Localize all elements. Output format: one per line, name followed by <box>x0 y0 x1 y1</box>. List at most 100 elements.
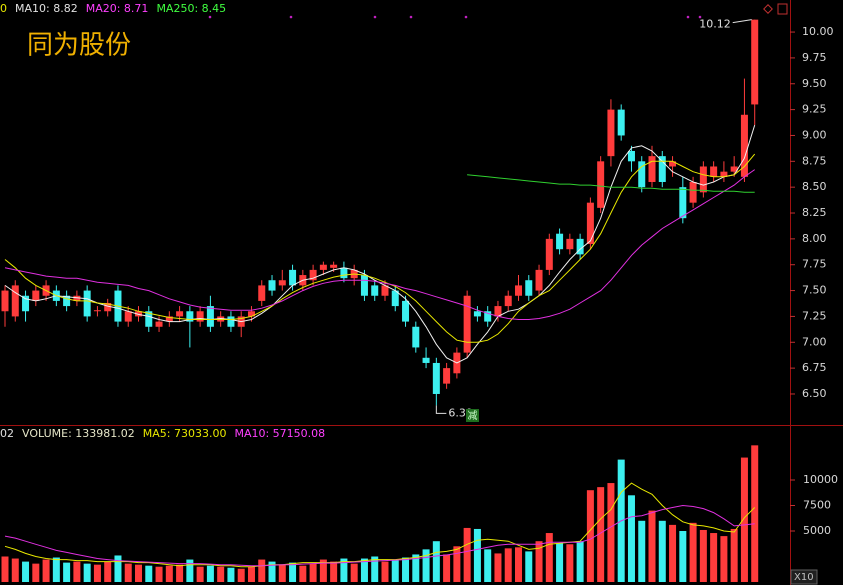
volume-bar <box>597 487 605 582</box>
candle-body <box>1 290 9 312</box>
volume-bar <box>258 559 266 582</box>
candle-body <box>535 269 543 291</box>
candle-body <box>617 109 625 136</box>
candle-body <box>330 264 338 268</box>
volume-bar <box>176 564 184 582</box>
volume-bar <box>669 524 677 582</box>
volume-bar <box>206 565 214 582</box>
event-dot <box>464 15 468 19</box>
icon-square[interactable] <box>777 3 788 15</box>
volume-bar <box>525 551 533 582</box>
scale-box <box>790 569 818 585</box>
max-arrow <box>732 19 752 24</box>
candle-body <box>658 156 666 182</box>
volume-bar <box>689 522 697 582</box>
candle-body <box>740 114 748 177</box>
volume-bar <box>627 495 635 582</box>
candle-body <box>247 311 255 317</box>
volume-bar <box>515 547 522 582</box>
candle-body <box>576 238 584 255</box>
volume-bar <box>576 541 584 582</box>
max-label: 10.12 <box>699 18 731 31</box>
legend-entry: VOLUME: 133981.02 <box>22 427 135 440</box>
volume-bar <box>196 566 204 582</box>
volume-bar <box>504 548 512 582</box>
volume-bar <box>268 561 276 582</box>
candle-body <box>309 269 317 281</box>
volume-bar <box>566 544 574 582</box>
candle-body <box>412 326 420 348</box>
candle-body <box>196 311 204 322</box>
candle-body <box>679 187 687 219</box>
candle-body <box>391 290 399 307</box>
candle-body <box>607 109 615 157</box>
volume-bar <box>699 529 707 582</box>
volume-bar <box>299 565 307 582</box>
legend-entry: 02 <box>0 427 14 440</box>
y-tick-label: 9.00 <box>802 128 827 141</box>
candle-body <box>258 285 266 301</box>
volume-bar <box>289 562 297 582</box>
event-dot <box>373 15 377 19</box>
volume-ma-line <box>4 482 756 568</box>
event-dot <box>698 15 702 19</box>
candle-body <box>73 295 81 301</box>
candle-body <box>699 166 707 193</box>
volume-bar <box>463 527 471 582</box>
price-ma-line <box>4 153 756 343</box>
candle-body <box>638 161 646 188</box>
y-tick-label: 9.25 <box>802 103 827 116</box>
candle-body <box>135 311 143 317</box>
y-tick-label: 7.00 <box>802 335 827 348</box>
candle-body <box>545 238 553 270</box>
stock-name: 同为股份 <box>27 31 131 61</box>
legend-entry: MA20: 8.71 <box>86 2 149 15</box>
candle-body <box>751 19 759 105</box>
volume-bar <box>412 554 420 582</box>
volume-bar <box>83 563 91 582</box>
y-tick-label: 7.25 <box>802 309 827 322</box>
volume-bar <box>319 559 327 582</box>
volume-bar <box>114 555 122 582</box>
volume-bar <box>535 541 543 582</box>
volume-bar <box>227 567 235 582</box>
candle-body <box>515 285 522 296</box>
y-tick-label: 6.50 <box>802 387 827 400</box>
volume-bar <box>638 520 646 582</box>
candle-body <box>360 275 368 296</box>
candle-body <box>83 290 91 317</box>
candle-body <box>556 233 564 250</box>
volume-bar <box>710 533 718 582</box>
volume-bar <box>237 568 245 582</box>
candle-body <box>381 285 389 296</box>
candle-body <box>340 267 348 279</box>
candle-body <box>176 311 184 317</box>
candle-body <box>165 316 173 322</box>
legend-entry: MA5: 73033.00 <box>143 427 227 440</box>
y2-tick-label: 10000 <box>803 473 838 486</box>
volume-bar <box>217 566 225 582</box>
scale-text: X10 <box>794 572 814 583</box>
volume-bar <box>93 564 101 582</box>
candle-body <box>422 357 430 363</box>
candle-body <box>463 295 471 353</box>
candle-body <box>504 295 512 307</box>
volume-bar <box>545 533 553 582</box>
volume-bar <box>330 561 338 582</box>
volume-bar <box>278 564 286 582</box>
legend-entry: MA250: 8.45 <box>156 2 226 15</box>
candle-body <box>155 321 163 327</box>
volume-bar <box>104 561 112 582</box>
volume-bar <box>648 510 656 582</box>
volume-bar <box>381 561 389 582</box>
volume-bar <box>165 565 173 582</box>
volume-bar <box>11 558 19 582</box>
y-tick-label: 8.25 <box>802 206 827 219</box>
candle-body <box>22 295 30 312</box>
candle-body <box>124 311 132 322</box>
signal-text: 减 <box>468 410 478 422</box>
volume-bar <box>740 457 748 582</box>
y2-tick-label: 5000 <box>803 524 831 537</box>
volume-bar <box>607 483 615 582</box>
icon-diamond[interactable] <box>763 4 773 14</box>
